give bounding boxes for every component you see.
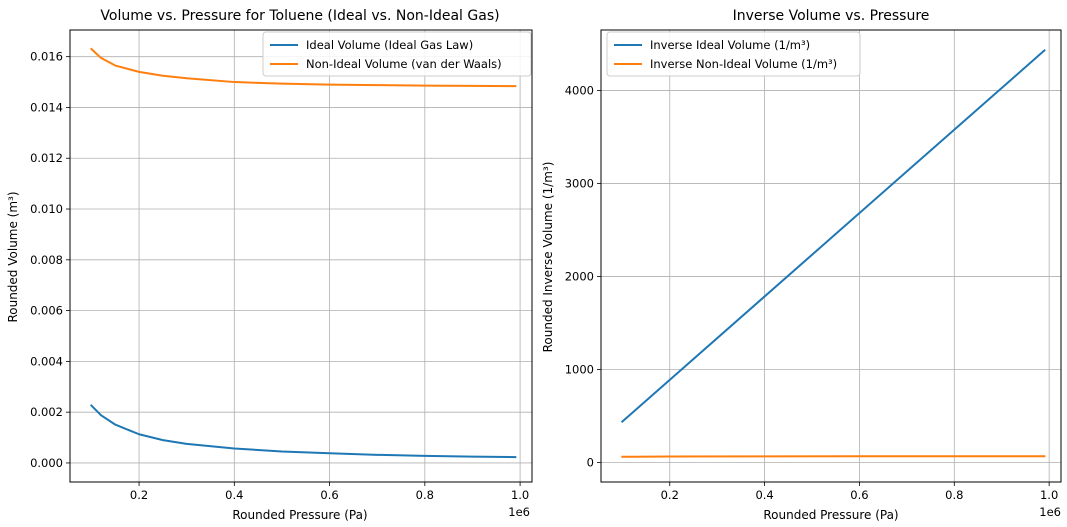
x-tick-label: 1.0 [511, 488, 529, 502]
inverse-volume-chart: Inverse Volume vs. Pressure Rounded Pres… [541, 8, 1062, 522]
y-tick-label: 0.000 [30, 456, 63, 470]
series-line-ideal-volume-ideal-gas-law [90, 404, 517, 459]
legend: Inverse Ideal Volume (1/m³) Inverse Non-… [606, 31, 861, 77]
y-tick-label: 2000 [565, 269, 594, 283]
y-tick-label: 0.010 [30, 202, 63, 216]
y-tick-label: 0.008 [30, 253, 63, 267]
y-axis-title: Rounded Inverse Volume (1/m³) [541, 162, 555, 353]
x-tick-label: 0.8 [945, 488, 963, 502]
y-axis-title: Rounded Volume (m³) [6, 191, 20, 322]
y-tick-label: 0.002 [30, 405, 63, 419]
series-line-inverse-non-ideal-volume-1-m [621, 455, 1046, 458]
legend-frame [262, 31, 532, 77]
x-tick-label: 0.4 [225, 488, 243, 502]
y-tick-label: 0.006 [30, 304, 63, 318]
y-tick-label: 4000 [565, 83, 594, 97]
legend: Ideal Volume (Ideal Gas Law) Non-Ideal V… [262, 31, 532, 77]
legend-label-ideal-volume: Ideal Volume (Ideal Gas Law) [306, 38, 473, 52]
x-tick-label: 0.6 [320, 488, 338, 502]
x-axis-offset-label: 1e6 [1039, 505, 1061, 519]
y-tick-label: 0.014 [30, 100, 63, 114]
x-tick-label: 0.8 [416, 488, 434, 502]
y-tick-label: 0.012 [30, 151, 63, 165]
axes-frame [69, 29, 533, 483]
x-tick-label: 0.6 [850, 488, 868, 502]
y-tick-label: 1000 [565, 362, 594, 376]
x-tick-label: 0.2 [661, 488, 679, 502]
legend-label-inverse-ideal: Inverse Ideal Volume (1/m³) [650, 38, 810, 52]
volume-chart: Volume vs. Pressure for Toluene (Ideal v… [6, 8, 533, 522]
x-tick-label: 0.2 [130, 488, 148, 502]
x-axis-offset-label: 1e6 [508, 505, 530, 519]
x-tick-label: 1.0 [1040, 488, 1058, 502]
y-tick-label: 0 [587, 455, 594, 469]
x-axis-title: Rounded Pressure (Pa) [232, 508, 367, 522]
x-axis-title: Rounded Pressure (Pa) [763, 508, 898, 522]
legend-label-nonideal-volume: Non-Ideal Volume (van der Waals) [306, 57, 502, 71]
series-line-non-ideal-volume-van-der-waals [90, 47, 517, 88]
plot-area: 0.2 0.4 0.6 0.8 1.0 0 1000 2000 3000 4000 [565, 29, 1062, 502]
plot-area: 0.2 0.4 0.6 0.8 1.0 0.000 0.002 0.004 0.006 0.008… [30, 29, 533, 502]
y-tick-label: 0.016 [30, 50, 63, 64]
chart-title: Inverse Volume vs. Pressure [733, 8, 930, 24]
legend-label-inverse-nonideal: Inverse Non-Ideal Volume (1/m³) [650, 57, 837, 71]
legend-frame [606, 31, 861, 77]
series-line-inverse-ideal-volume-1-m [620, 49, 1046, 423]
chart-title: Volume vs. Pressure for Toluene (Ideal v… [100, 8, 499, 24]
y-tick-label: 3000 [565, 176, 594, 190]
x-tick-label: 0.4 [755, 488, 773, 502]
axes-frame [600, 29, 1062, 483]
y-tick-label: 0.004 [30, 354, 63, 368]
